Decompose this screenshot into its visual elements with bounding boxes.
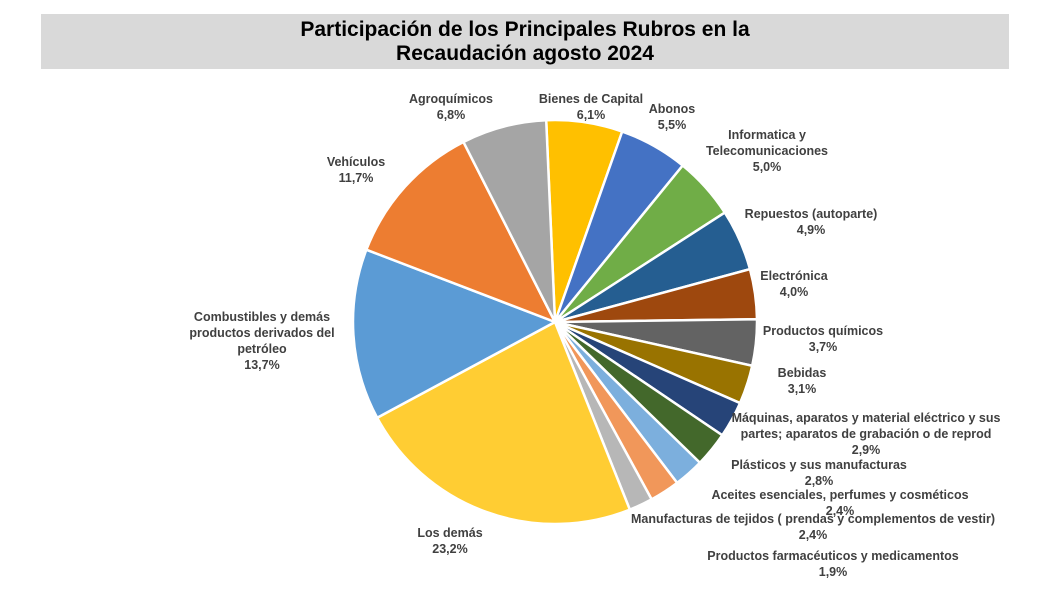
slice-percent-label: 1,9% xyxy=(819,565,848,579)
slice-category-label: Telecomunicaciones xyxy=(706,144,828,158)
slice-percent-label: 4,9% xyxy=(797,223,826,237)
slice-percent-label: 2,4% xyxy=(826,504,855,518)
pie-slice xyxy=(375,320,632,526)
slice-category-label: Productos farmacéuticos y medicamentos xyxy=(707,549,959,563)
slice-category-label: Electrónica xyxy=(760,269,828,283)
slice-percent-label: 5,0% xyxy=(753,160,782,174)
slice-category-label: Agroquímicos xyxy=(409,92,493,106)
slice-percent-label: 11,7% xyxy=(339,171,374,185)
slice-percent-label: 3,1% xyxy=(788,382,817,396)
slice-category-label: Vehículos xyxy=(327,155,385,169)
slice-percent-label: 3,7% xyxy=(809,340,838,354)
pie-slice xyxy=(461,118,557,323)
chart-title-line-1: Participación de los Principales Rubros … xyxy=(300,18,750,41)
slice-category-label: Repuestos (autoparte) xyxy=(745,207,878,221)
slice-category-label: Plásticos y sus manufacturas xyxy=(731,458,907,472)
slice-percent-label: 4,0% xyxy=(780,285,809,299)
slice-category-label: Manufacturas de tejidos ( prendas y comp… xyxy=(631,512,995,526)
slice-percent-label: 2,9% xyxy=(852,443,881,457)
slice-percent-label: 6,8% xyxy=(437,108,466,122)
slice-category-label: partes; aparatos de grabación o de repro… xyxy=(741,427,992,441)
slice-category-label: Aceites esenciales, perfumes y cosmético… xyxy=(711,488,968,502)
slice-percent-label: 5,5% xyxy=(658,118,687,132)
slice-percent-label: 23,2% xyxy=(432,542,467,556)
slice-category-label: productos derivados del xyxy=(189,326,334,340)
chart-title-bar: Participación de los Principales Rubros … xyxy=(41,14,1009,69)
slice-category-label: petróleo xyxy=(237,342,287,356)
pie-slice xyxy=(364,140,558,325)
slice-category-label: Productos químicos xyxy=(763,324,883,338)
slice-category-label: Los demás xyxy=(417,526,482,540)
slice-percent-label: 2,4% xyxy=(799,528,828,542)
slice-category-label: Bienes de Capital xyxy=(539,92,643,106)
slice-percent-label: 13,7% xyxy=(244,358,279,372)
slice-category-label: Combustibles y demás xyxy=(194,310,330,324)
slice-category-label: Informatica y xyxy=(728,128,806,142)
pie-slice xyxy=(351,248,558,420)
slice-percent-label: 2,8% xyxy=(805,474,834,488)
slice-category-label: Bebidas xyxy=(778,366,827,380)
slice-percent-label: 6,1% xyxy=(577,108,606,122)
slice-category-label: Abonos xyxy=(649,102,696,116)
chart-title-line-2: Recaudación agosto 2024 xyxy=(396,42,654,65)
slice-category-label: Máquinas, aparatos y material eléctrico … xyxy=(732,411,1001,425)
